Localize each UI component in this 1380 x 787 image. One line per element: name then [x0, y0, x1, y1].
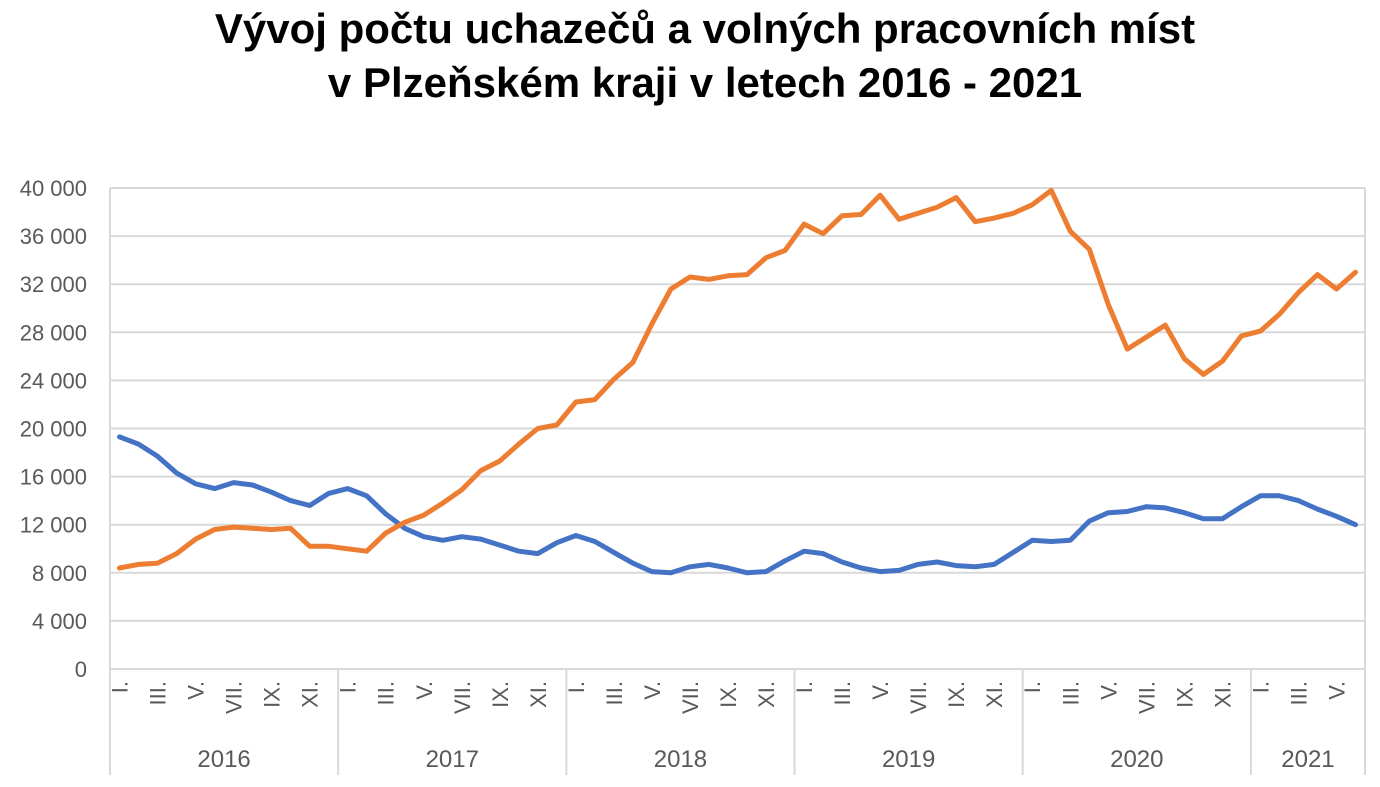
- month-tick-label: V.: [1324, 681, 1349, 700]
- month-tick-label: VII.: [678, 681, 703, 714]
- month-tick-label: I.: [564, 681, 589, 693]
- month-tick-label: V.: [1096, 681, 1121, 700]
- x-axis: 2016 I. III. V. VII. IX. XI. 2017 I. III. V. VII. IX…: [108, 669, 1366, 775]
- y-tick-label: 0: [75, 657, 87, 682]
- month-tick-label: XI.: [982, 681, 1007, 708]
- year-label: 2021: [1281, 746, 1334, 773]
- month-tick-label: XI.: [298, 681, 323, 708]
- y-tick-label: 24 000: [20, 368, 87, 393]
- month-tick-label: IX.: [488, 681, 513, 708]
- y-axis-tick-labels: 0 4 000 8 000 12 000 16 000 20 000 24 000 28 00…: [20, 176, 87, 682]
- year-label: 2018: [654, 746, 707, 773]
- month-tick-label: XI.: [754, 681, 779, 708]
- month-tick-label: III.: [146, 681, 171, 705]
- y-tick-label: 20 000: [20, 417, 87, 442]
- year-label: 2020: [1110, 746, 1163, 773]
- month-tick-label: III.: [1286, 681, 1311, 705]
- month-tick-label: IX.: [716, 681, 741, 708]
- month-tick-label: XI.: [526, 681, 551, 708]
- month-tick-label: III.: [602, 681, 627, 705]
- month-tick-label: V.: [868, 681, 893, 700]
- y-tick-label: 4 000: [32, 609, 87, 634]
- month-tick-label: V.: [412, 681, 437, 700]
- month-tick-label: I.: [336, 681, 361, 693]
- month-tick-label: V.: [640, 681, 665, 700]
- month-tick-label: VII.: [1134, 681, 1159, 714]
- month-tick-label: III.: [830, 681, 855, 705]
- month-tick-label: VII.: [222, 681, 247, 714]
- y-tick-label: 16 000: [20, 465, 87, 490]
- month-tick-label: I.: [792, 681, 817, 693]
- year-label: 2019: [882, 746, 935, 773]
- y-tick-label: 40 000: [20, 176, 87, 201]
- month-tick-label: VII.: [450, 681, 475, 714]
- y-tick-label: 28 000: [20, 320, 87, 345]
- month-tick-label: III.: [374, 681, 399, 705]
- series-lines: [117, 187, 1358, 576]
- month-tick-label: I.: [1248, 681, 1273, 693]
- month-tick-label: I.: [1020, 681, 1045, 693]
- y-tick-label: 12 000: [20, 513, 87, 538]
- month-tick-label: IX.: [260, 681, 285, 708]
- month-tick-label: III.: [1058, 681, 1083, 705]
- month-tick-label: VII.: [906, 681, 931, 714]
- year-label: 2016: [197, 746, 250, 773]
- year-label: 2017: [426, 746, 479, 773]
- gridlines: [109, 187, 1366, 670]
- chart-title-line-2: v Plzeňském kraji v letech 2016 - 2021: [327, 59, 1083, 106]
- chart-title-line-1: Vývoj počtu uchazečů a volných pracovníc…: [214, 5, 1196, 52]
- y-tick-label: 32 000: [20, 272, 87, 297]
- y-tick-label: 36 000: [20, 224, 87, 249]
- month-tick-label: IX.: [1172, 681, 1197, 708]
- series-line-1: [117, 434, 1358, 576]
- series-line-2: [117, 187, 1358, 571]
- y-tick-label: 8 000: [32, 561, 87, 586]
- chart-title: Vývoj počtu uchazečů a volných pracovníc…: [0, 2, 1380, 110]
- month-tick-label: XI.: [1210, 681, 1235, 708]
- month-tick-label: I.: [108, 681, 133, 693]
- month-tick-label: IX.: [944, 681, 969, 708]
- month-tick-label: V.: [184, 681, 209, 700]
